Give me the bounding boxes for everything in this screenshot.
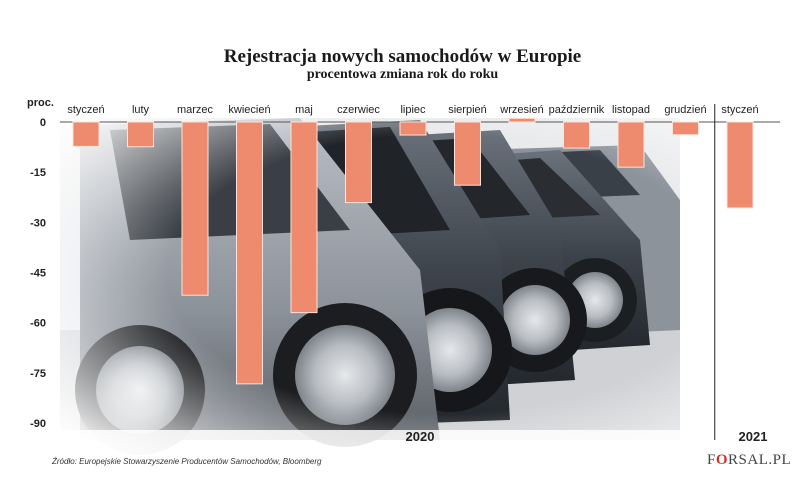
x-tick-label: marzec <box>177 104 214 116</box>
x-tick-label: grudzień <box>664 104 706 116</box>
chart-title: Rejestracja nowych samochodów w Europie <box>223 46 582 67</box>
y-tick-label: -75 <box>30 368 46 380</box>
x-tick-label: listopad <box>612 104 650 116</box>
bar <box>617 121 645 168</box>
x-tick-label: październik <box>549 104 605 116</box>
y-tick-label: -30 <box>30 217 46 229</box>
parked-cars-photo <box>0 90 805 499</box>
x-tick-label: sierpień <box>448 104 487 116</box>
y-tick-label: -60 <box>30 318 46 330</box>
bar <box>672 121 699 136</box>
year-group-label: 2020 <box>406 429 435 444</box>
y-tick-label: -90 <box>30 418 46 430</box>
bar <box>181 121 209 296</box>
bar <box>290 121 318 314</box>
x-tick-label: lipiec <box>400 104 426 116</box>
x-tick-label: kwiecień <box>228 104 270 116</box>
bar <box>72 121 100 147</box>
bar <box>726 121 754 209</box>
bar <box>345 121 372 204</box>
y-axis-unit-label: proc. <box>27 97 54 109</box>
x-axis-categories: styczeń luty marzec kwiecień maj czerwiec lipi… <box>67 104 758 116</box>
y-tick-label: -45 <box>30 267 46 279</box>
year-group-labels: 2020 2021 <box>406 429 768 444</box>
bar <box>563 121 590 149</box>
chart-subtitle: procentowa zmiana rok do roku <box>306 67 499 82</box>
x-tick-label: czerwiec <box>337 104 380 116</box>
source-note: Źródło: Europejskie Stowarzyszenie Produ… <box>52 457 322 466</box>
bar <box>236 121 263 385</box>
y-tick-label: 0 <box>40 117 46 129</box>
x-tick-label: styczeń <box>67 104 104 116</box>
x-tick-label: luty <box>132 104 150 116</box>
bar <box>508 117 536 123</box>
year-group-label: 2021 <box>739 429 768 444</box>
y-tick-label: -15 <box>30 167 46 179</box>
x-tick-label: wrzesień <box>499 104 543 116</box>
bar <box>399 121 427 136</box>
x-tick-label: styczeń <box>721 104 758 116</box>
bar <box>454 121 481 186</box>
y-axis: 0 -15 -30 -45 -60 -75 -90 <box>30 117 46 430</box>
x-tick-label: maj <box>295 104 313 116</box>
brand-logo: FORSAL.PL <box>707 452 792 468</box>
bar <box>127 121 154 148</box>
bar-series <box>72 117 754 385</box>
